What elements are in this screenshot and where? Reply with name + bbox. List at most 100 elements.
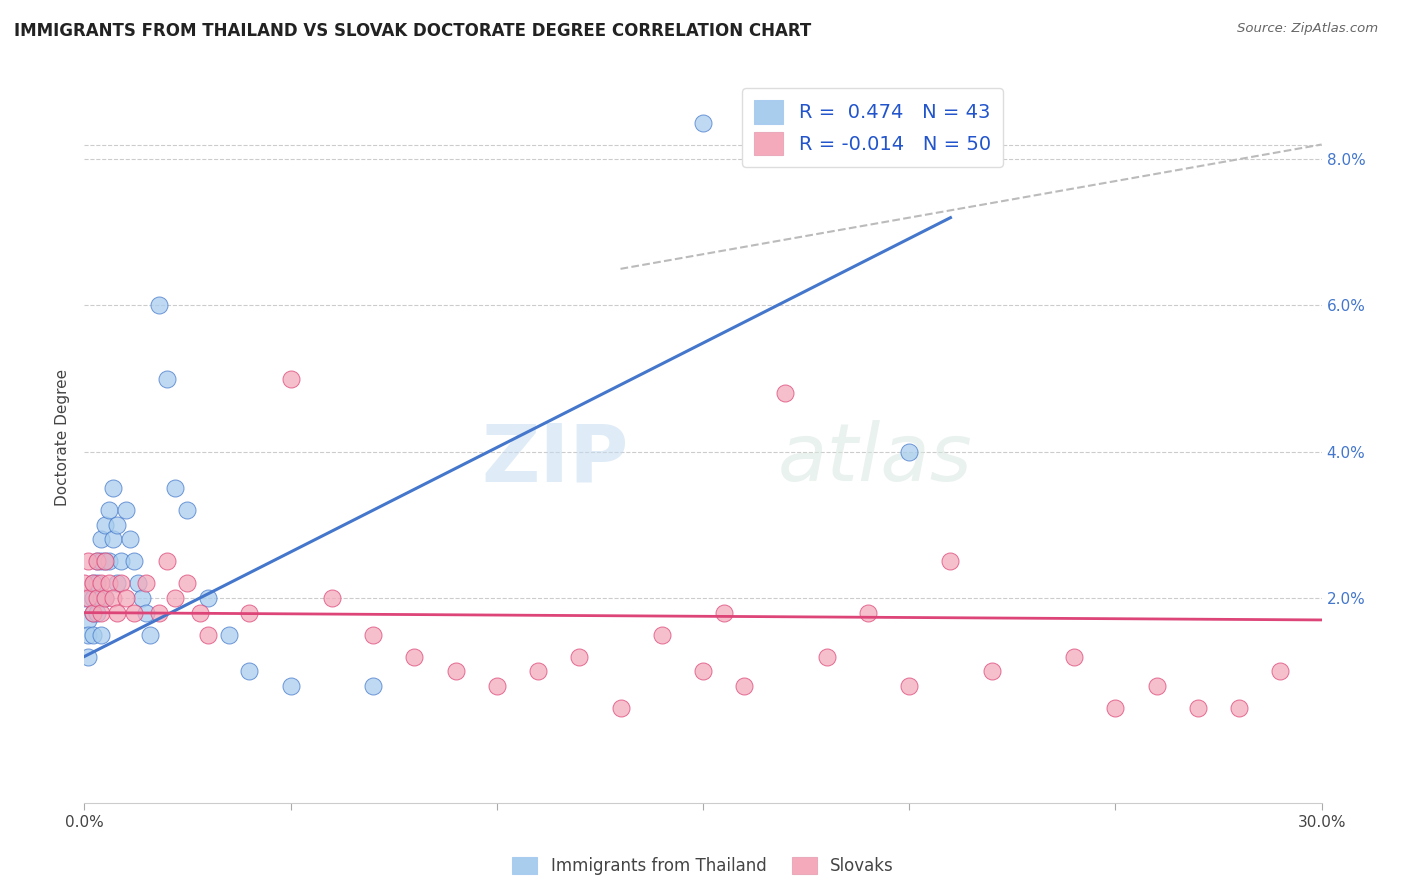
Point bbox=[98, 554, 121, 568]
Point bbox=[94, 517, 117, 532]
Point bbox=[815, 649, 838, 664]
Point bbox=[82, 591, 104, 605]
Point bbox=[898, 679, 921, 693]
Point bbox=[361, 679, 384, 693]
Point bbox=[135, 576, 157, 591]
Point bbox=[122, 606, 145, 620]
Point bbox=[444, 664, 467, 678]
Point bbox=[77, 649, 100, 664]
Point bbox=[197, 627, 219, 641]
Point bbox=[898, 444, 921, 458]
Point bbox=[98, 503, 121, 517]
Point bbox=[1104, 700, 1126, 714]
Point bbox=[118, 533, 141, 547]
Point bbox=[105, 517, 128, 532]
Point bbox=[148, 298, 170, 312]
Point bbox=[77, 591, 100, 605]
Point bbox=[86, 576, 108, 591]
Point bbox=[165, 591, 187, 605]
Point bbox=[105, 576, 128, 591]
Point bbox=[73, 576, 96, 591]
Point bbox=[280, 371, 302, 385]
Point bbox=[939, 554, 962, 568]
Point bbox=[609, 700, 631, 714]
Point bbox=[1187, 700, 1209, 714]
Point bbox=[110, 576, 132, 591]
Point bbox=[188, 606, 211, 620]
Point bbox=[156, 371, 179, 385]
Point bbox=[127, 576, 149, 591]
Point bbox=[90, 627, 112, 641]
Point bbox=[238, 606, 260, 620]
Point bbox=[94, 591, 117, 605]
Point bbox=[94, 554, 117, 568]
Point bbox=[90, 591, 112, 605]
Point bbox=[110, 554, 132, 568]
Point bbox=[86, 606, 108, 620]
Legend: Immigrants from Thailand, Slovaks: Immigrants from Thailand, Slovaks bbox=[506, 850, 900, 882]
Point bbox=[692, 115, 714, 129]
Point bbox=[568, 649, 591, 664]
Legend: R =  0.474   N = 43, R = -0.014   N = 50: R = 0.474 N = 43, R = -0.014 N = 50 bbox=[742, 88, 1002, 167]
Point bbox=[114, 591, 136, 605]
Point bbox=[733, 679, 755, 693]
Point bbox=[86, 554, 108, 568]
Point bbox=[176, 576, 198, 591]
Point bbox=[77, 627, 100, 641]
Point bbox=[980, 664, 1002, 678]
Point bbox=[713, 606, 735, 620]
Point bbox=[114, 503, 136, 517]
Point bbox=[103, 591, 125, 605]
Point bbox=[361, 627, 384, 641]
Point bbox=[218, 627, 240, 641]
Point bbox=[86, 591, 108, 605]
Point bbox=[82, 606, 104, 620]
Text: atlas: atlas bbox=[778, 420, 972, 498]
Point bbox=[1270, 664, 1292, 678]
Point bbox=[98, 576, 121, 591]
Point bbox=[103, 481, 125, 495]
Point bbox=[77, 554, 100, 568]
Text: IMMIGRANTS FROM THAILAND VS SLOVAK DOCTORATE DEGREE CORRELATION CHART: IMMIGRANTS FROM THAILAND VS SLOVAK DOCTO… bbox=[14, 22, 811, 40]
Point bbox=[321, 591, 343, 605]
Point bbox=[651, 627, 673, 641]
Point bbox=[94, 554, 117, 568]
Point bbox=[156, 554, 179, 568]
Point bbox=[165, 481, 187, 495]
Point bbox=[1227, 700, 1250, 714]
Point bbox=[90, 576, 112, 591]
Point bbox=[103, 533, 125, 547]
Text: ZIP: ZIP bbox=[481, 420, 628, 498]
Y-axis label: Doctorate Degree: Doctorate Degree bbox=[55, 368, 70, 506]
Point bbox=[485, 679, 508, 693]
Point bbox=[90, 554, 112, 568]
Point bbox=[82, 576, 104, 591]
Point bbox=[82, 606, 104, 620]
Point bbox=[238, 664, 260, 678]
Point bbox=[105, 606, 128, 620]
Point bbox=[82, 576, 104, 591]
Point bbox=[280, 679, 302, 693]
Point bbox=[856, 606, 879, 620]
Point bbox=[86, 554, 108, 568]
Point bbox=[139, 627, 162, 641]
Text: Source: ZipAtlas.com: Source: ZipAtlas.com bbox=[1237, 22, 1378, 36]
Point bbox=[148, 606, 170, 620]
Point bbox=[131, 591, 153, 605]
Point bbox=[122, 554, 145, 568]
Point bbox=[82, 627, 104, 641]
Point bbox=[90, 533, 112, 547]
Point bbox=[176, 503, 198, 517]
Point bbox=[77, 613, 100, 627]
Point bbox=[197, 591, 219, 605]
Point bbox=[1146, 679, 1168, 693]
Point bbox=[94, 591, 117, 605]
Point bbox=[404, 649, 426, 664]
Point bbox=[90, 606, 112, 620]
Point bbox=[135, 606, 157, 620]
Point bbox=[775, 386, 797, 401]
Point bbox=[1063, 649, 1085, 664]
Point bbox=[692, 664, 714, 678]
Point bbox=[73, 591, 96, 605]
Point bbox=[527, 664, 550, 678]
